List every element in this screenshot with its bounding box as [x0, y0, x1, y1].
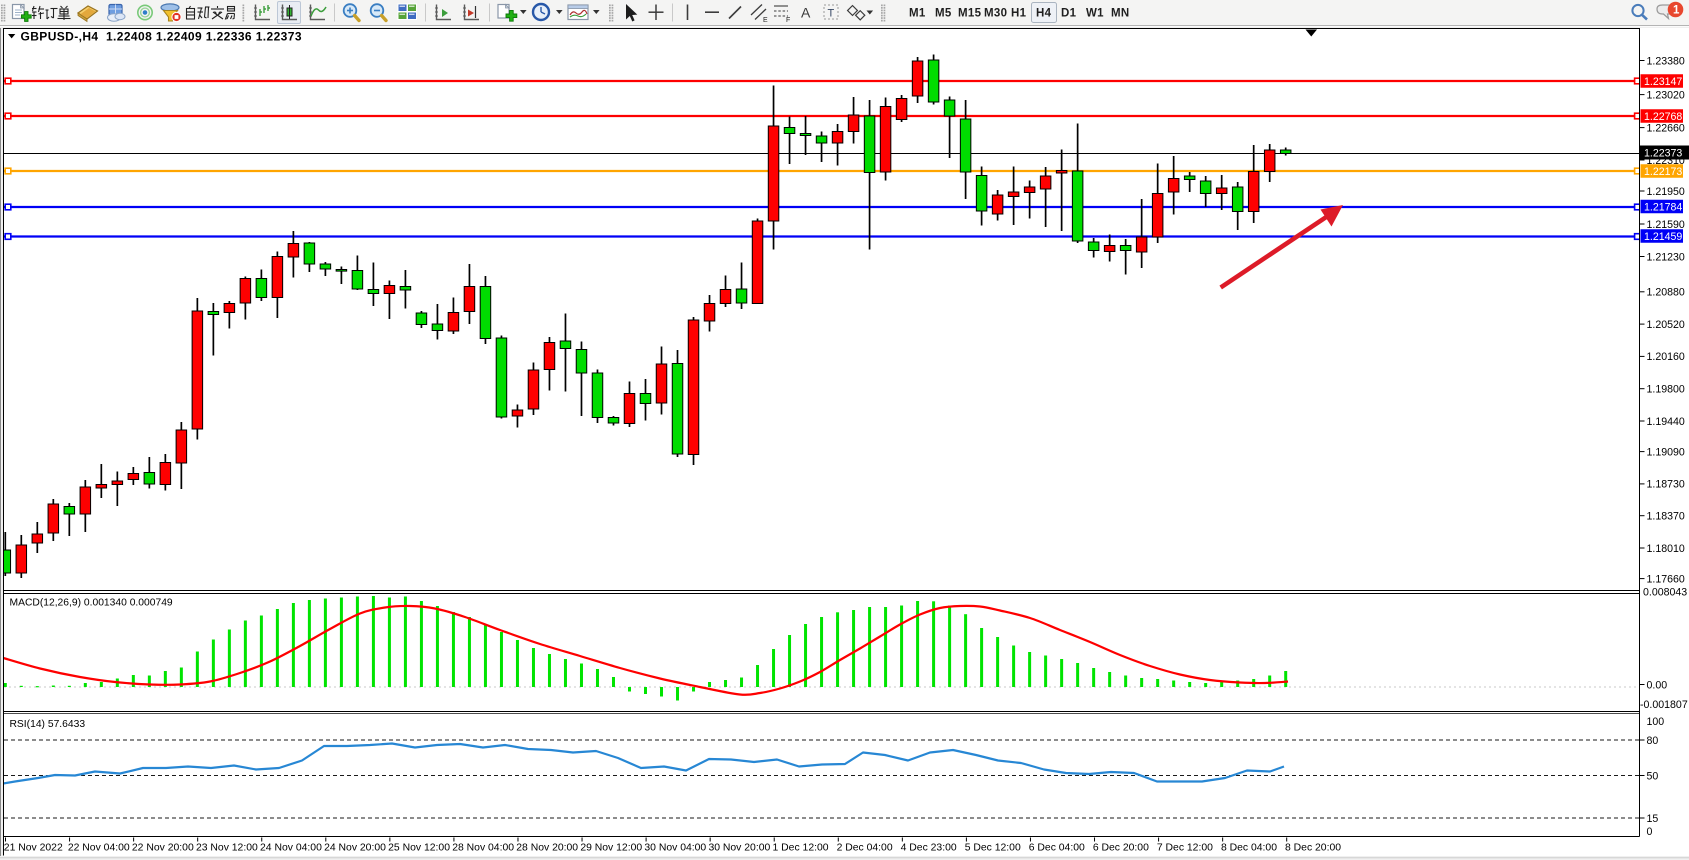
svg-text:30 Nov 04:00: 30 Nov 04:00	[644, 843, 706, 854]
svg-text:E: E	[763, 17, 768, 24]
svg-text:H4: H4	[1036, 8, 1052, 20]
svg-text:1.21784: 1.21784	[1644, 201, 1682, 213]
svg-text:1.20880: 1.20880	[1647, 287, 1685, 299]
svg-text:1.21950: 1.21950	[1647, 186, 1685, 198]
svg-text:0: 0	[1647, 826, 1653, 838]
svg-text:50: 50	[1647, 770, 1659, 782]
svg-text:M15: M15	[958, 8, 982, 20]
svg-text:7 Dec 12:00: 7 Dec 12:00	[1157, 843, 1213, 854]
svg-text:28 Nov 20:00: 28 Nov 20:00	[516, 843, 578, 854]
svg-text:80: 80	[1647, 735, 1659, 747]
svg-text:21 Nov 2022: 21 Nov 2022	[4, 843, 63, 854]
svg-text:M30: M30	[984, 8, 1007, 20]
svg-text:W1: W1	[1086, 8, 1104, 20]
svg-text:F: F	[786, 17, 790, 24]
svg-text:1.22768: 1.22768	[1644, 111, 1682, 123]
svg-text:6 Dec 20:00: 6 Dec 20:00	[1093, 843, 1149, 854]
svg-text:1.19440: 1.19440	[1647, 416, 1685, 428]
svg-text:1.20160: 1.20160	[1647, 351, 1685, 363]
svg-text:6 Dec 04:00: 6 Dec 04:00	[1029, 843, 1085, 854]
svg-text:1.22660: 1.22660	[1647, 122, 1685, 134]
svg-text:28 Nov 04:00: 28 Nov 04:00	[452, 843, 514, 854]
svg-text:1.17660: 1.17660	[1647, 573, 1685, 585]
svg-text:30 Nov 20:00: 30 Nov 20:00	[708, 843, 770, 854]
svg-text:1.21590: 1.21590	[1647, 219, 1685, 231]
svg-text:H1: H1	[1011, 8, 1027, 20]
svg-text:0.008043: 0.008043	[1643, 586, 1687, 598]
svg-text:M1: M1	[909, 8, 926, 20]
svg-text:MACD(12,26,9) 0.001340 0.00074: MACD(12,26,9) 0.001340 0.000749	[10, 598, 173, 609]
svg-text:1.21459: 1.21459	[1644, 231, 1682, 243]
svg-text:1: 1	[1673, 5, 1680, 17]
svg-text:22 Nov 04:00: 22 Nov 04:00	[68, 843, 130, 854]
svg-text:1.19800: 1.19800	[1647, 384, 1685, 396]
svg-text:1.22173: 1.22173	[1644, 166, 1682, 178]
svg-text:1.19090: 1.19090	[1647, 446, 1685, 458]
svg-text:T: T	[828, 8, 835, 20]
svg-text:8 Dec 20:00: 8 Dec 20:00	[1285, 843, 1341, 854]
svg-text:1.23147: 1.23147	[1644, 76, 1682, 88]
svg-text:0.00: 0.00	[1647, 679, 1668, 691]
svg-text:1 Dec 12:00: 1 Dec 12:00	[773, 843, 829, 854]
svg-text:5 Dec 12:00: 5 Dec 12:00	[965, 843, 1021, 854]
svg-text:1.18010: 1.18010	[1647, 543, 1685, 555]
svg-text:100: 100	[1647, 716, 1665, 728]
svg-text:24 Nov 04:00: 24 Nov 04:00	[260, 843, 322, 854]
svg-text:-0.001807: -0.001807	[1640, 699, 1688, 711]
svg-text:1.22373: 1.22373	[1644, 147, 1682, 159]
svg-text:29 Nov 12:00: 29 Nov 12:00	[580, 843, 642, 854]
svg-text:A: A	[801, 5, 811, 21]
svg-text:M5: M5	[935, 8, 952, 20]
svg-text:25 Nov 12:00: 25 Nov 12:00	[388, 843, 450, 854]
svg-text:RSI(14) 57.6433: RSI(14) 57.6433	[10, 719, 86, 730]
svg-text:2 Dec 04:00: 2 Dec 04:00	[837, 843, 893, 854]
svg-text:8 Dec 04:00: 8 Dec 04:00	[1221, 843, 1277, 854]
svg-text:22 Nov 20:00: 22 Nov 20:00	[132, 843, 194, 854]
svg-text:GBPUSD-,H4 1.22408 1.22409 1.: GBPUSD-,H4 1.22408 1.22409 1.22336 1.223…	[21, 29, 302, 43]
svg-text:15: 15	[1647, 813, 1659, 825]
svg-text:23 Nov 12:00: 23 Nov 12:00	[196, 843, 258, 854]
svg-text:1.18730: 1.18730	[1647, 479, 1685, 491]
svg-text:1.23380: 1.23380	[1647, 55, 1685, 67]
svg-text:1.18370: 1.18370	[1647, 511, 1685, 523]
svg-text:1.20520: 1.20520	[1647, 319, 1685, 331]
svg-text:D1: D1	[1061, 8, 1077, 20]
svg-text:1.21230: 1.21230	[1647, 251, 1685, 263]
svg-text:1.23020: 1.23020	[1647, 89, 1685, 101]
svg-text:MN: MN	[1111, 8, 1130, 20]
svg-text:4 Dec 23:00: 4 Dec 23:00	[901, 843, 957, 854]
svg-text:24 Nov 20:00: 24 Nov 20:00	[324, 843, 386, 854]
